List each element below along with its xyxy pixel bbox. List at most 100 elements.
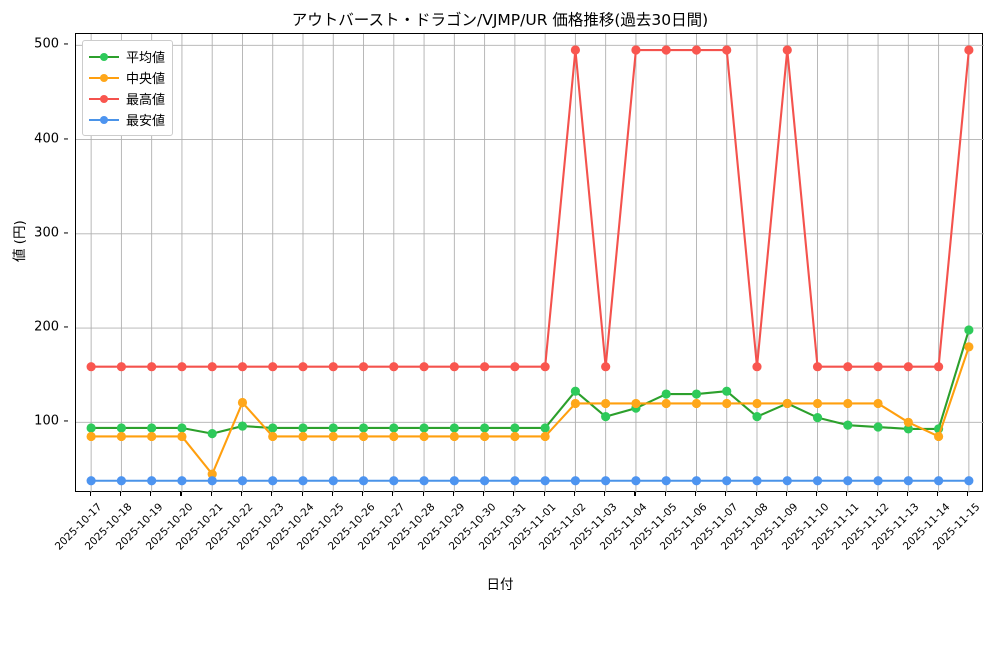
data-point [540, 423, 550, 433]
data-point [873, 422, 883, 432]
series-line [90, 48, 970, 368]
x-axis-tick-mark [89, 492, 91, 496]
x-axis-tick-mark [785, 492, 787, 496]
x-axis-tick-mark [392, 492, 394, 496]
data-point [207, 362, 217, 372]
data-point [691, 389, 702, 399]
data-point [631, 398, 641, 409]
data-point [177, 476, 187, 486]
data-point [147, 362, 157, 372]
data-point [540, 476, 550, 486]
x-axis-tick-mark [150, 492, 152, 496]
data-point [903, 476, 913, 486]
x-axis-tick-labels: 2025-10-17 2025-10-18 2025-10-19 2025-10-20… [0, 492, 1000, 592]
data-point [782, 398, 792, 409]
data-point [177, 431, 187, 442]
legend-swatch-icon [89, 92, 119, 106]
legend-item-2[interactable]: 最高値 [89, 88, 165, 109]
data-point [873, 362, 883, 372]
data-series-layer [86, 45, 974, 486]
data-point [449, 431, 459, 442]
data-point [298, 476, 308, 486]
x-axis-tick-mark [301, 492, 303, 496]
x-axis-tick-mark [573, 492, 575, 496]
data-point [570, 476, 580, 486]
data-point [510, 431, 520, 442]
data-point [358, 423, 369, 433]
data-point [510, 423, 520, 433]
x-axis-tick-mark [513, 492, 515, 496]
data-point [116, 431, 126, 442]
x-axis-tick-mark [937, 492, 939, 496]
data-point [964, 476, 974, 486]
data-point [147, 431, 157, 442]
x-axis-tick-mark [240, 492, 243, 496]
data-point [631, 476, 641, 486]
x-axis-tick-mark [422, 492, 424, 496]
data-point [116, 423, 126, 433]
legend-label: 最安値 [126, 114, 166, 129]
data-point [449, 476, 459, 486]
y-axis-tick-mark [64, 43, 68, 45]
series-2 [86, 45, 974, 372]
plot-area [75, 33, 984, 493]
y-axis-tick-label: 100 [34, 413, 59, 429]
data-point [570, 398, 580, 409]
y-axis-tick-labels: 100 200 300 400 500 [0, 33, 68, 492]
data-point [752, 476, 762, 486]
y-axis-tick-label: 200 [34, 319, 59, 335]
data-point [752, 362, 762, 372]
series-line [90, 328, 970, 435]
legend-item-1[interactable]: 中央値 [89, 67, 165, 88]
legend-label: 中央値 [126, 72, 166, 87]
data-point [177, 423, 187, 433]
data-point [873, 476, 883, 486]
legend-swatch-icon [89, 50, 119, 64]
legend-item-3[interactable]: 最安値 [89, 109, 165, 130]
x-axis-tick-mark [664, 492, 666, 496]
data-point [419, 476, 429, 486]
data-point [934, 476, 944, 486]
data-point [661, 476, 671, 486]
data-point [268, 423, 278, 433]
x-axis-tick-mark [543, 492, 545, 496]
x-axis-tick-mark [725, 492, 727, 496]
x-axis-tick-mark [967, 492, 969, 496]
x-axis-tick-mark [755, 492, 757, 496]
chart-legend: 平均値中央値 最高値最安値 [82, 40, 174, 136]
data-point [601, 398, 611, 409]
series-line [90, 345, 970, 476]
legend-item-0[interactable]: 平均値 [89, 46, 165, 67]
data-point [661, 398, 671, 409]
data-point [328, 362, 338, 372]
data-point [298, 431, 308, 442]
x-axis-tick-mark [483, 492, 485, 496]
x-axis-tick-mark [876, 492, 878, 496]
x-axis-tick-mark [906, 492, 908, 496]
legend-swatch-icon [89, 113, 119, 127]
data-point [298, 362, 308, 372]
data-point [934, 362, 944, 372]
x-axis-tick-mark [331, 492, 333, 496]
y-axis-tick-mark [64, 420, 68, 422]
x-axis-tick-mark [452, 492, 454, 496]
data-point [177, 362, 187, 372]
legend-swatch-icon [89, 71, 119, 85]
data-point [419, 362, 429, 372]
data-point [540, 362, 550, 372]
data-point [752, 398, 762, 409]
data-point [873, 398, 883, 409]
chart-title: アウトバースト・ドラゴン/VJMP/UR 価格推移(過去30日間) [291, 11, 709, 29]
data-point [389, 362, 399, 372]
data-point [449, 362, 459, 372]
data-point [631, 45, 641, 55]
data-point [328, 423, 338, 433]
data-point [86, 476, 96, 486]
y-axis-tick-mark [64, 232, 68, 234]
x-axis-tick-mark [210, 492, 212, 496]
series-1 [86, 342, 974, 479]
data-point [86, 431, 96, 442]
data-point [449, 423, 459, 433]
y-axis-tick-mark [64, 138, 68, 140]
data-point [207, 469, 217, 479]
